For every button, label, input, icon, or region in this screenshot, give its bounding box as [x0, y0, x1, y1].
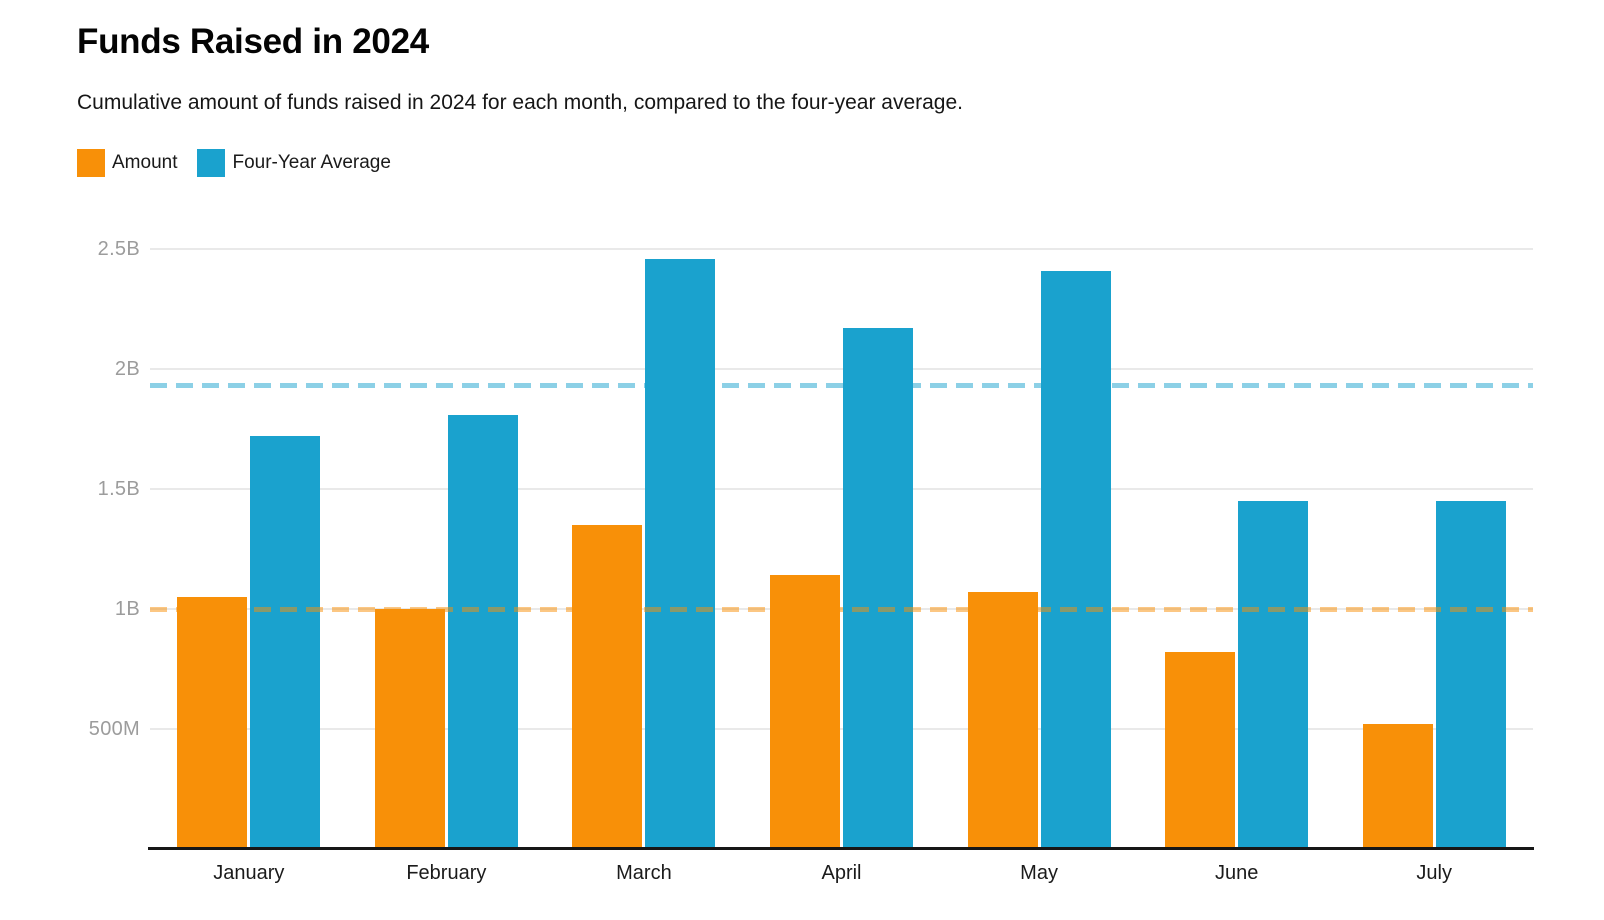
y-axis-tick-label-1b: 1B — [114, 598, 140, 620]
reference-line-amount-average — [150, 606, 1533, 612]
y-axis-tick-label-500m: 500M — [88, 718, 140, 740]
bar-february-four-year-average[interactable] — [447, 414, 518, 849]
bar-april-four-year-average[interactable] — [843, 328, 913, 849]
bar-february-amount[interactable] — [374, 609, 445, 849]
x-axis-label-june: June — [1214, 862, 1259, 884]
legend-label-four-year-average: Four-Year Average — [232, 152, 391, 173]
legend-item-amount[interactable]: Amount — [77, 149, 177, 177]
bar-june-four-year-average[interactable] — [1238, 501, 1309, 849]
chart-subtitle: Cumulative amount of funds raised in 202… — [77, 91, 963, 114]
y-axis-tick-label-2-5b: 2.5B — [97, 238, 140, 260]
legend-item-four-year-average[interactable]: Four-Year Average — [197, 149, 391, 177]
bar-january-amount[interactable] — [177, 597, 248, 849]
chart-title: Funds Raised in 2024 — [77, 22, 429, 61]
legend-label-amount: Amount — [112, 152, 178, 173]
legend-swatch-four-year-average — [197, 149, 226, 177]
x-axis-label-march: March — [616, 862, 672, 884]
x-axis-label-february: February — [406, 862, 487, 884]
gridline-2-5b — [150, 248, 1533, 250]
gridline-1-5b — [150, 488, 1533, 490]
bar-march-four-year-average[interactable] — [645, 258, 716, 849]
bar-may-amount[interactable] — [967, 592, 1038, 849]
gridline-500m — [150, 728, 1533, 730]
y-axis-tick-label-2b: 2B — [114, 358, 140, 380]
bar-may-four-year-average[interactable] — [1040, 270, 1111, 849]
x-axis-label-july: July — [1416, 862, 1452, 884]
bar-april-amount[interactable] — [770, 575, 840, 849]
x-axis-label-january: January — [213, 862, 285, 884]
bar-june-amount[interactable] — [1165, 652, 1236, 849]
x-axis-baseline — [148, 847, 1534, 850]
chart-legend: Amount Four-Year Average — [77, 149, 391, 177]
x-axis-label-april: April — [821, 862, 862, 884]
reference-line-four-year-average-average — [150, 383, 1533, 389]
gridline-2b — [150, 368, 1533, 370]
legend-swatch-amount — [77, 149, 105, 177]
plot-area — [150, 248, 1533, 849]
bar-july-amount[interactable] — [1362, 724, 1433, 849]
bar-july-four-year-average[interactable] — [1435, 501, 1506, 849]
y-axis-tick-label-1-5b: 1.5B — [97, 478, 140, 500]
bar-january-four-year-average[interactable] — [250, 436, 321, 849]
x-axis-label-may: May — [1020, 862, 1058, 884]
bar-march-amount[interactable] — [572, 525, 643, 849]
